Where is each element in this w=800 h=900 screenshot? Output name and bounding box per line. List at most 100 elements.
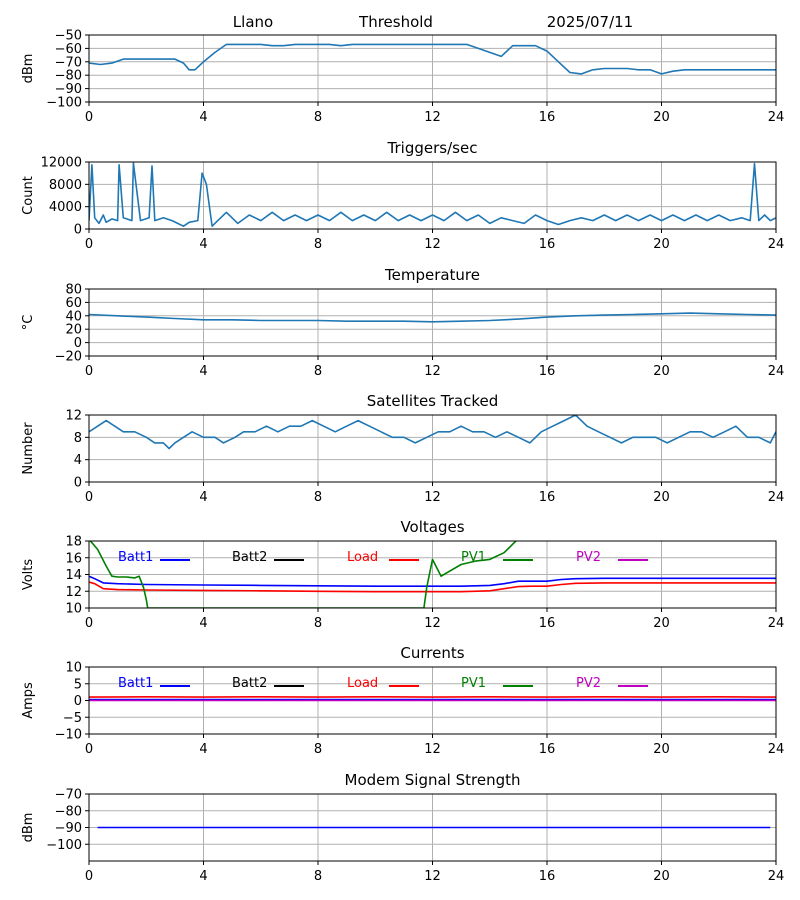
- y-tick-label: 14: [65, 568, 82, 583]
- x-tick-label: 16: [539, 869, 556, 884]
- series-group: [89, 695, 776, 702]
- x-tick-label: 8: [314, 490, 322, 505]
- legend-label: Batt2: [232, 676, 267, 691]
- chart-title: Satellites Tracked: [367, 392, 498, 410]
- panel-threshold: 0 4 8 12 16 20 24 −100−90−80−70−60−50 dBm: [21, 29, 784, 126]
- y-tick-label: 4000: [49, 200, 82, 215]
- series-group: [89, 312, 776, 323]
- y-tick-label: 0: [74, 694, 82, 709]
- series-line: [89, 415, 776, 450]
- legend-label: Load: [347, 550, 378, 565]
- series-group: [89, 541, 776, 608]
- y-tick-label: 0: [74, 223, 82, 238]
- y-axis-label: Amps: [21, 682, 36, 719]
- x-tick-label: 8: [314, 237, 322, 252]
- chart-title: Triggers/sec: [387, 139, 478, 157]
- x-tick-label: 0: [85, 616, 93, 631]
- chart-title: Currents: [400, 644, 464, 662]
- y-tick-label: 10: [65, 661, 82, 676]
- y-tick-label: −80: [55, 804, 82, 819]
- x-tick-label: 12: [424, 110, 441, 125]
- y-tick-label: −60: [55, 42, 82, 57]
- x-tick-label: 0: [85, 742, 93, 757]
- chart-title: Temperature: [384, 266, 480, 284]
- x-tick-label: 4: [199, 869, 207, 884]
- y-tick-label: 0: [74, 476, 82, 491]
- y-tick-label: −80: [55, 69, 82, 84]
- x-tick-label: 4: [199, 490, 207, 505]
- x-tick-label: 4: [199, 742, 207, 757]
- legend-label: Batt1: [118, 676, 153, 691]
- y-axis-label: Volts: [21, 559, 36, 591]
- y-tick-label: 60: [65, 296, 82, 311]
- x-tick-label: 20: [653, 364, 670, 379]
- legend-label: Batt1: [118, 550, 153, 565]
- y-tick-label: −100: [46, 96, 82, 111]
- series-group: [89, 162, 776, 227]
- x-tick-label: 24: [768, 742, 785, 757]
- x-tick-label: 20: [653, 869, 670, 884]
- header-date: 2025/07/11: [547, 13, 633, 31]
- legend-label: PV1: [461, 550, 486, 565]
- y-tick-label: 5: [74, 677, 82, 692]
- y-tick-label: 0: [74, 336, 82, 351]
- y-axis-label: dBm: [21, 813, 36, 843]
- x-tick-label: 12: [424, 616, 441, 631]
- y-tick-label: −50: [55, 29, 82, 44]
- header-station: Llano: [233, 13, 273, 31]
- x-tick-label: 16: [539, 110, 556, 125]
- x-tick-label: 0: [85, 237, 93, 252]
- legend-label: PV2: [576, 550, 601, 565]
- x-tick-label: 0: [85, 869, 93, 884]
- legend-label: PV2: [576, 676, 601, 691]
- x-tick-label: 8: [314, 616, 322, 631]
- panel-triggers: Triggers/sec 0 4 8 12 16 20 24 0 4000 8000 12000 Cou…: [21, 139, 784, 252]
- y-tick-label: 4: [74, 453, 82, 468]
- x-tick-label: 20: [653, 616, 670, 631]
- y-axis-label: °C: [21, 315, 36, 331]
- panel-currents: Currents Batt1 Batt2 Load PV1 PV2 0 4 8 12 16 20 24 −…: [21, 644, 784, 757]
- x-tick-label: 8: [314, 364, 322, 379]
- y-axis-label: Count: [21, 176, 36, 215]
- x-tick-label: 24: [768, 490, 785, 505]
- series-line-batt1: [89, 575, 776, 588]
- x-tick-label: 12: [424, 364, 441, 379]
- x-tick-label: 16: [539, 616, 556, 631]
- legend-label: Batt2: [232, 550, 267, 565]
- y-tick-label: 12: [65, 409, 82, 424]
- y-tick-label: 10: [65, 602, 82, 617]
- x-tick-label: 4: [199, 237, 207, 252]
- y-tick-label: −100: [46, 838, 82, 853]
- x-tick-label: 12: [424, 869, 441, 884]
- x-tick-label: 24: [768, 616, 785, 631]
- y-tick-label: 20: [65, 323, 82, 338]
- y-tick-label: 40: [65, 309, 82, 324]
- x-tick-label: 8: [314, 742, 322, 757]
- y-tick-label: 12: [65, 585, 82, 600]
- panel-satellites: Satellites Tracked 0 4 8 12 16 20 24 0 4 8 12 Number: [21, 392, 784, 505]
- y-tick-label: −10: [55, 728, 82, 743]
- x-tick-label: 24: [768, 364, 785, 379]
- x-tick-label: 20: [653, 237, 670, 252]
- x-tick-label: 24: [768, 110, 785, 125]
- y-tick-label: 16: [65, 551, 82, 566]
- x-tick-label: 24: [768, 869, 785, 884]
- legend-label: PV1: [461, 676, 486, 691]
- series-line: [89, 43, 776, 75]
- y-tick-label: −90: [55, 821, 82, 836]
- legend-label: Load: [347, 676, 378, 691]
- series-line-load: [89, 581, 776, 593]
- x-tick-label: 20: [653, 110, 670, 125]
- y-tick-label: −70: [55, 788, 82, 803]
- x-tick-label: 8: [314, 110, 322, 125]
- x-tick-label: 16: [539, 742, 556, 757]
- x-tick-label: 4: [199, 364, 207, 379]
- y-tick-label: −70: [55, 55, 82, 70]
- y-tick-label: 12000: [41, 156, 82, 171]
- y-tick-label: −90: [55, 82, 82, 97]
- x-tick-label: 20: [653, 742, 670, 757]
- y-tick-label: 80: [65, 283, 82, 298]
